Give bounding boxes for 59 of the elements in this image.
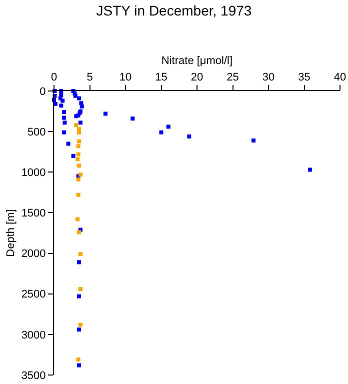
point <box>71 154 76 158</box>
point <box>77 164 82 168</box>
point <box>77 139 82 144</box>
point <box>77 230 82 234</box>
point <box>76 177 80 182</box>
point <box>130 116 135 121</box>
x-tick-label: 10 <box>119 72 132 84</box>
y-tick-label: 3500 <box>21 370 46 382</box>
y-tick-label: 3000 <box>21 329 46 342</box>
point <box>73 94 78 98</box>
x-tick-label: 0 <box>50 72 58 84</box>
x-tick-label: 20 <box>190 72 204 84</box>
point <box>60 98 65 103</box>
point <box>251 138 256 142</box>
point <box>76 144 80 148</box>
point <box>76 152 80 156</box>
point <box>159 130 164 134</box>
y-tick-label: 2000 <box>21 248 46 260</box>
point <box>308 168 312 172</box>
point <box>77 294 82 298</box>
point <box>76 358 80 362</box>
point <box>80 104 84 108</box>
point <box>103 112 108 116</box>
point <box>66 142 70 146</box>
point <box>62 130 66 134</box>
x-tick-label: 5 <box>86 72 93 84</box>
point <box>187 134 192 138</box>
point <box>78 322 82 327</box>
x-tick-label: 25 <box>226 72 239 84</box>
y-tick-label: 0 <box>40 86 46 98</box>
y-tick-label: 500 <box>27 126 46 138</box>
point <box>76 217 80 222</box>
point <box>77 328 82 332</box>
point <box>78 252 82 256</box>
point <box>76 157 80 162</box>
point <box>77 130 82 134</box>
point <box>74 123 78 128</box>
point <box>76 192 80 197</box>
point <box>77 363 82 368</box>
point <box>59 104 64 108</box>
point <box>166 124 170 129</box>
point <box>77 96 82 100</box>
x-tick-label: 15 <box>155 72 168 84</box>
x-tick-label: 40 <box>334 72 346 84</box>
point <box>62 120 67 125</box>
chart-title: JSTY in December, 1973 <box>96 2 252 19</box>
point <box>78 286 82 291</box>
y-tick-label: 1000 <box>21 166 46 179</box>
point <box>77 260 82 264</box>
point <box>62 110 66 114</box>
y-tick-label: 1500 <box>21 208 46 220</box>
y-tick-label: 2500 <box>21 288 46 301</box>
x-tick-label: 35 <box>298 72 310 84</box>
point <box>62 116 66 120</box>
point <box>79 101 84 106</box>
point <box>78 120 82 125</box>
x-axis-title: Nitrate [μmol/l] <box>161 55 233 68</box>
y-axis-title: Depth [m] <box>4 209 17 257</box>
x-tick-label: 30 <box>262 72 275 84</box>
